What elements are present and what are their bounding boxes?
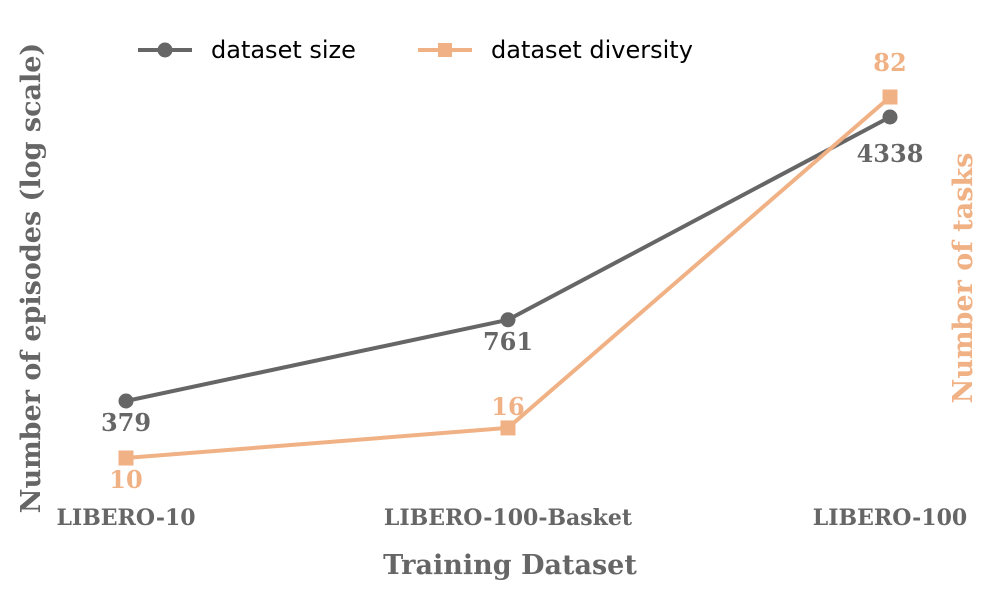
dataset-size-value-label-1: 761 [483, 327, 533, 356]
legend-item-dataset-size: dataset size [138, 36, 356, 64]
legend-circle-marker-icon [157, 42, 173, 58]
legend-label-dataset-size: dataset size [211, 36, 356, 64]
x-tick-label-1: LIBERO-100-Basket [384, 505, 633, 531]
x-tick-label-2: LIBERO-100 [813, 505, 967, 531]
dataset-diversity-point-0 [118, 450, 134, 466]
legend-label-dataset-diversity: dataset diversity [491, 36, 693, 64]
dataset-diversity-value-label-0: 10 [109, 465, 142, 494]
x-axis-title: Training Dataset [383, 550, 637, 581]
x-tick-labels: LIBERO-10 LIBERO-100-Basket LIBERO-100 [56, 505, 967, 531]
dataset-size-point-1 [500, 312, 516, 328]
legend: dataset size dataset diversity [138, 36, 693, 64]
y-axis-title-left: Number of episodes (log scale) [16, 43, 47, 513]
series-markers [118, 89, 898, 466]
dataset-size-value-label-2: 4338 [857, 139, 924, 168]
x-tick-label-0: LIBERO-10 [56, 505, 195, 531]
dataset-diversity-point-1 [500, 420, 516, 436]
series-line-dataset-size [125, 115, 891, 403]
legend-square-marker-icon [438, 43, 452, 57]
legend-item-dataset-diversity: dataset diversity [418, 36, 693, 64]
dataset-size-point-2 [882, 109, 898, 125]
dataset-size-value-label-0: 379 [101, 408, 151, 437]
dataset-diversity-value-label-2: 82 [873, 48, 906, 77]
y-axis-title-right: Number of tasks [948, 153, 979, 404]
dataset-diversity-value-label-1: 16 [491, 392, 524, 421]
dataset-size-point-0 [118, 393, 134, 409]
dataset-diversity-point-2 [882, 89, 898, 105]
data-labels: 379 761 4338 10 16 82 [101, 48, 923, 494]
